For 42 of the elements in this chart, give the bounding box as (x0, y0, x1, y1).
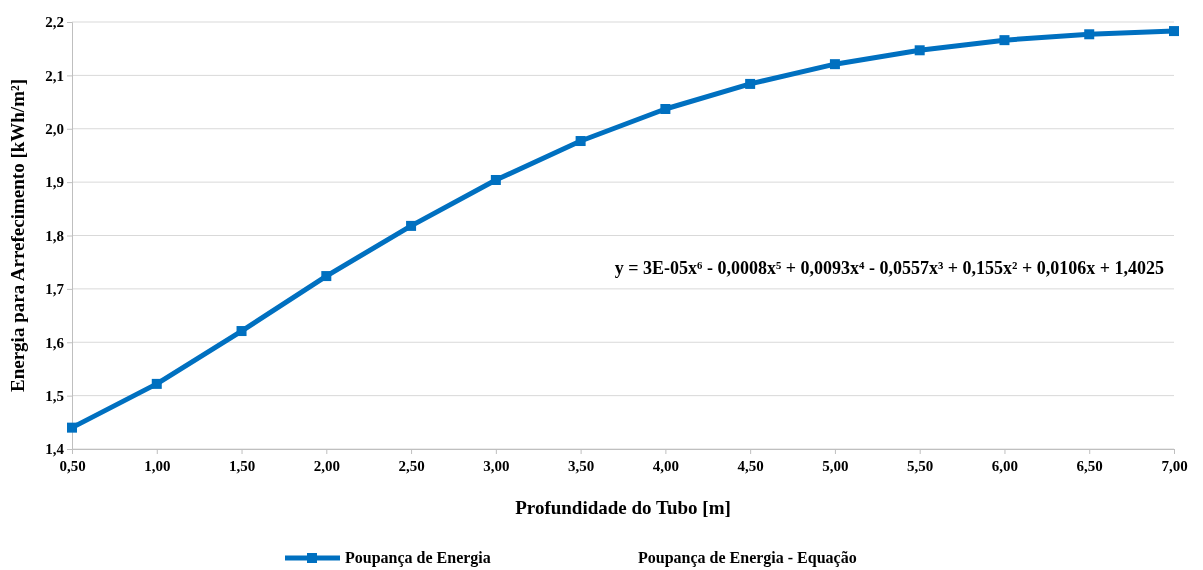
x-tick-label: 6,50 (1076, 457, 1103, 474)
x-tick-label: 5,50 (907, 457, 934, 474)
y-tick-label: 1,5 (45, 387, 64, 404)
y-tick-label: 2,2 (45, 14, 64, 31)
x-tick-label: 4,50 (737, 457, 764, 474)
legend-label: Poupança de Energia (345, 549, 491, 567)
point (1169, 26, 1179, 37)
x-tick-label: 1,00 (144, 457, 171, 474)
x-tick-label: 7,00 (1161, 457, 1188, 474)
point (321, 271, 332, 282)
point (829, 59, 840, 70)
y-tick-label: 1,9 (45, 174, 64, 191)
y-axis-title: Energia para Arrefecimento [kWh/m²] (7, 79, 28, 392)
point (67, 422, 77, 433)
y-tick-label: 1,4 (45, 441, 65, 458)
x-tick-label: 0,50 (59, 457, 86, 474)
point (575, 136, 586, 147)
y-tick-label: 1,8 (45, 227, 64, 244)
text: Poupança de Energia - Equação (638, 549, 857, 567)
point (999, 35, 1010, 46)
point (660, 104, 671, 114)
y-tick-label: 1,6 (45, 334, 65, 351)
x-tick-label: 4,00 (652, 457, 680, 474)
x-tick-label: 2,00 (313, 457, 340, 474)
x-tick-label: 5,00 (822, 457, 849, 474)
x-tick-label: 3,50 (567, 457, 595, 474)
x-tick-label: 6,00 (991, 457, 1019, 474)
x-tick-label: 3,00 (483, 457, 510, 474)
point (490, 174, 501, 185)
x-tick-label: 2,50 (398, 457, 425, 474)
annotation: y = 3E-05x⁶ - 0,0008x⁵ + 0,0093x⁴ - 0,0557x³ + 0,155x² + 0,0106x + 1,4025 (614, 258, 1164, 278)
point (745, 78, 756, 89)
point (151, 378, 162, 389)
point (914, 45, 925, 56)
x-tick-label: 1,50 (228, 457, 256, 474)
point (236, 326, 247, 337)
y-tick-label: 2,0 (45, 121, 64, 138)
y-tick-label: 2,1 (45, 67, 64, 84)
x-axis-title: Profundidade do Tubo [m] (515, 497, 731, 518)
point (1084, 29, 1095, 40)
point (406, 220, 417, 231)
y-tick-label: 1,7 (45, 281, 65, 298)
